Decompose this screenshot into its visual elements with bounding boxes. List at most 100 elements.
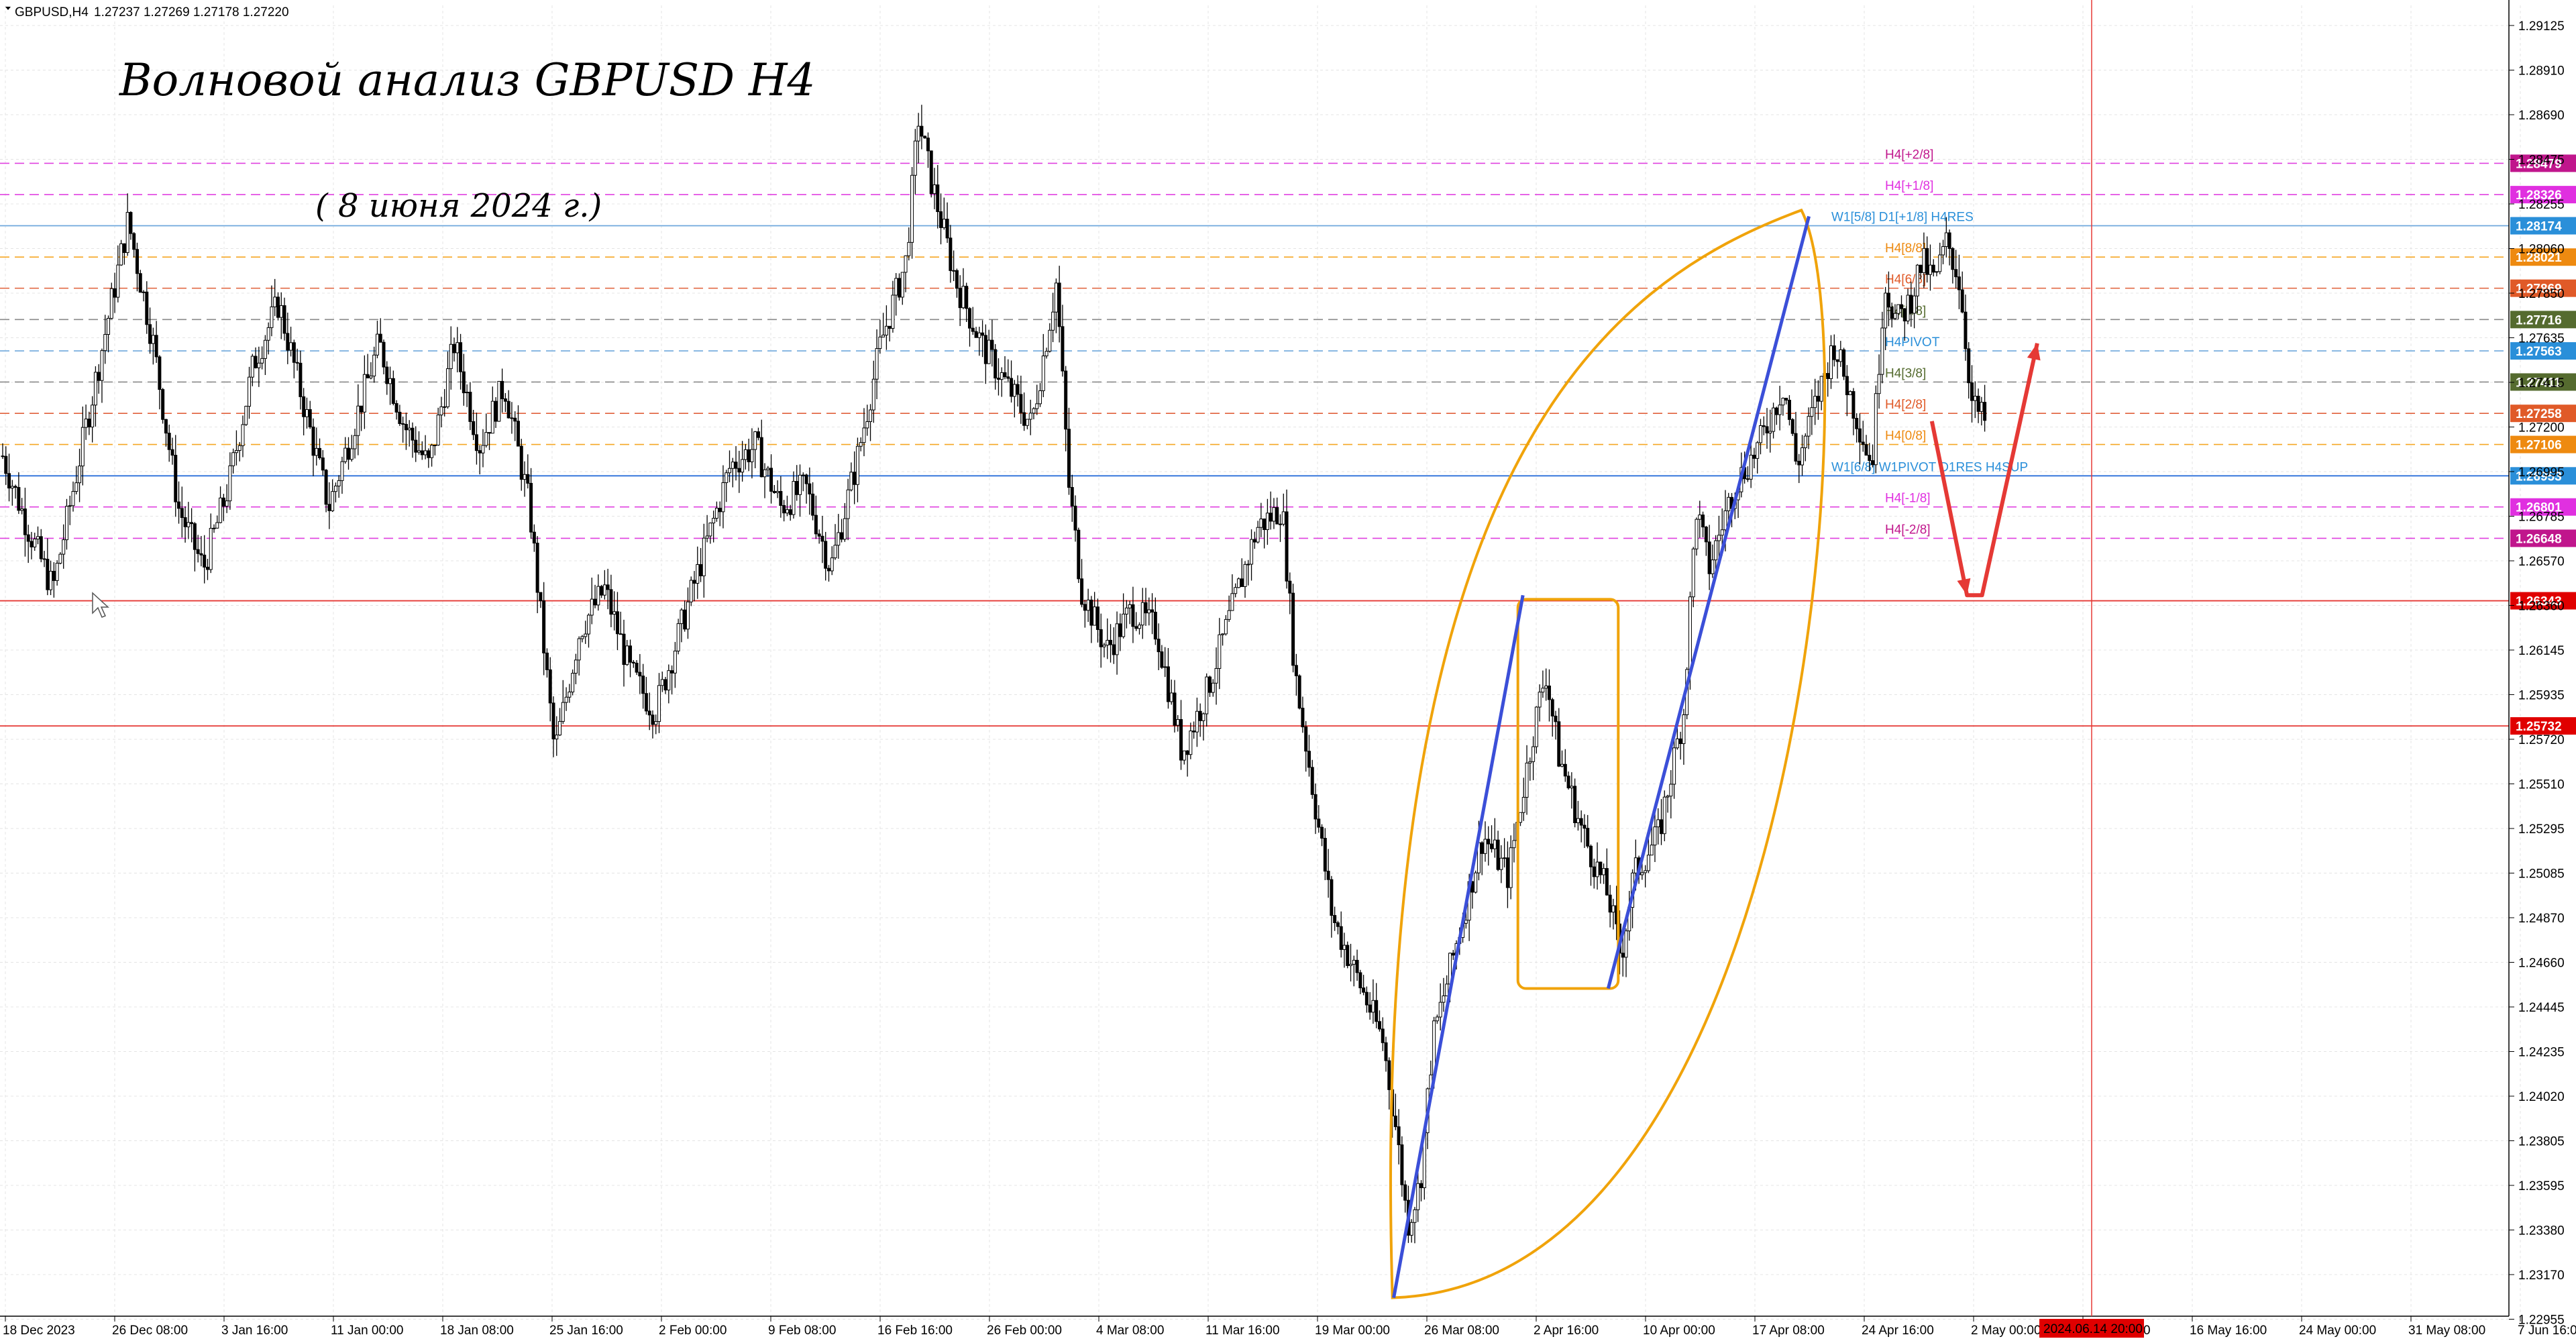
candle — [248, 366, 252, 419]
candle — [907, 227, 911, 261]
candle — [417, 431, 421, 455]
level-price-label: 1.28174 — [2516, 220, 2562, 234]
candle-body — [1099, 629, 1103, 647]
candle — [900, 272, 904, 305]
candle — [1656, 808, 1660, 845]
candle-body — [1544, 685, 1548, 689]
candle-body — [965, 286, 969, 309]
candle — [840, 519, 844, 543]
candle-body — [932, 184, 936, 195]
time-tick-label: 9 Feb 08:00 — [768, 1324, 836, 1338]
candle-body — [279, 305, 283, 318]
candle-body — [660, 679, 664, 686]
level-price-badge — [2510, 342, 2576, 360]
candle-body — [135, 249, 139, 274]
candle — [1288, 572, 1292, 614]
candle-body — [337, 480, 341, 486]
chart-subtitle: ( 8 июня 2024 г.) — [315, 187, 602, 225]
candle-body — [295, 362, 299, 364]
candle — [612, 591, 616, 631]
candle-body — [1781, 398, 1785, 406]
candle — [702, 523, 706, 598]
candle-body — [39, 536, 43, 559]
candle-body — [311, 426, 315, 456]
candle-body — [1025, 419, 1029, 426]
candle — [474, 413, 478, 465]
candle-body — [1093, 606, 1097, 626]
candle — [1044, 347, 1049, 359]
candle — [1756, 441, 1760, 474]
price-tick-label: 1.26785 — [2518, 511, 2565, 525]
candle — [1281, 493, 1285, 527]
candle-body — [1227, 610, 1231, 620]
candle-body — [878, 336, 882, 350]
candle — [205, 559, 209, 580]
candle — [824, 531, 828, 581]
candle — [199, 535, 203, 567]
wave-arc — [1389, 208, 1827, 1299]
candle-body — [1906, 294, 1910, 322]
candle — [1330, 875, 1334, 938]
time-tick-label: 26 Mar 08:00 — [1424, 1324, 1499, 1338]
candle — [926, 132, 930, 168]
candle — [1375, 983, 1379, 1028]
price-tick-label: 1.27415 — [2518, 376, 2565, 390]
candle-body — [1640, 872, 1644, 875]
candle — [1711, 544, 1715, 578]
candle-body — [1557, 721, 1561, 767]
candle-body — [199, 553, 203, 555]
candle-body — [759, 437, 763, 478]
candle — [135, 242, 139, 292]
candle-body — [1707, 541, 1711, 574]
symbol-label: GBPUSD,H4 — [15, 5, 89, 19]
candle — [801, 472, 805, 492]
candle — [593, 584, 597, 608]
candle — [1938, 242, 1942, 274]
candle — [1810, 389, 1814, 435]
candle-body — [177, 501, 181, 509]
candle-body — [871, 378, 875, 411]
candle-body — [801, 474, 805, 476]
candle — [1095, 598, 1099, 643]
candle-body — [1762, 425, 1766, 427]
candle — [1784, 397, 1788, 405]
candle — [1012, 380, 1016, 418]
candle-body — [1000, 372, 1004, 380]
candle-body — [913, 140, 917, 176]
candle — [84, 405, 88, 440]
candle-body — [250, 356, 254, 378]
candle — [1236, 577, 1240, 588]
candle-body — [699, 564, 703, 576]
candle-body — [1281, 511, 1285, 525]
candle — [1355, 949, 1359, 981]
candle-body — [1278, 523, 1282, 525]
candle — [1794, 412, 1798, 465]
candle-body — [1153, 611, 1157, 640]
candle — [1106, 618, 1110, 659]
candle-body — [1409, 1222, 1413, 1236]
candle-body — [193, 523, 197, 550]
candle-body — [347, 447, 351, 460]
candle-body — [1691, 548, 1695, 598]
candle-body — [673, 650, 677, 674]
collapse-triangle-icon[interactable] — [5, 7, 11, 10]
candle — [1006, 359, 1010, 382]
candle-body — [1566, 775, 1570, 789]
candle — [1544, 668, 1548, 701]
candle — [1605, 848, 1609, 896]
candle-body — [286, 333, 290, 351]
candle-body — [164, 419, 168, 434]
candle-body — [1131, 604, 1135, 627]
candle-body — [1115, 623, 1119, 655]
candle-body — [116, 264, 120, 298]
candle — [1243, 561, 1247, 598]
candle-body — [629, 645, 633, 663]
candle-body — [817, 533, 821, 537]
candle — [273, 278, 277, 317]
candle-body — [798, 474, 802, 495]
candle-body — [1250, 539, 1254, 565]
candle — [1509, 835, 1513, 900]
candle-body — [1089, 599, 1093, 626]
